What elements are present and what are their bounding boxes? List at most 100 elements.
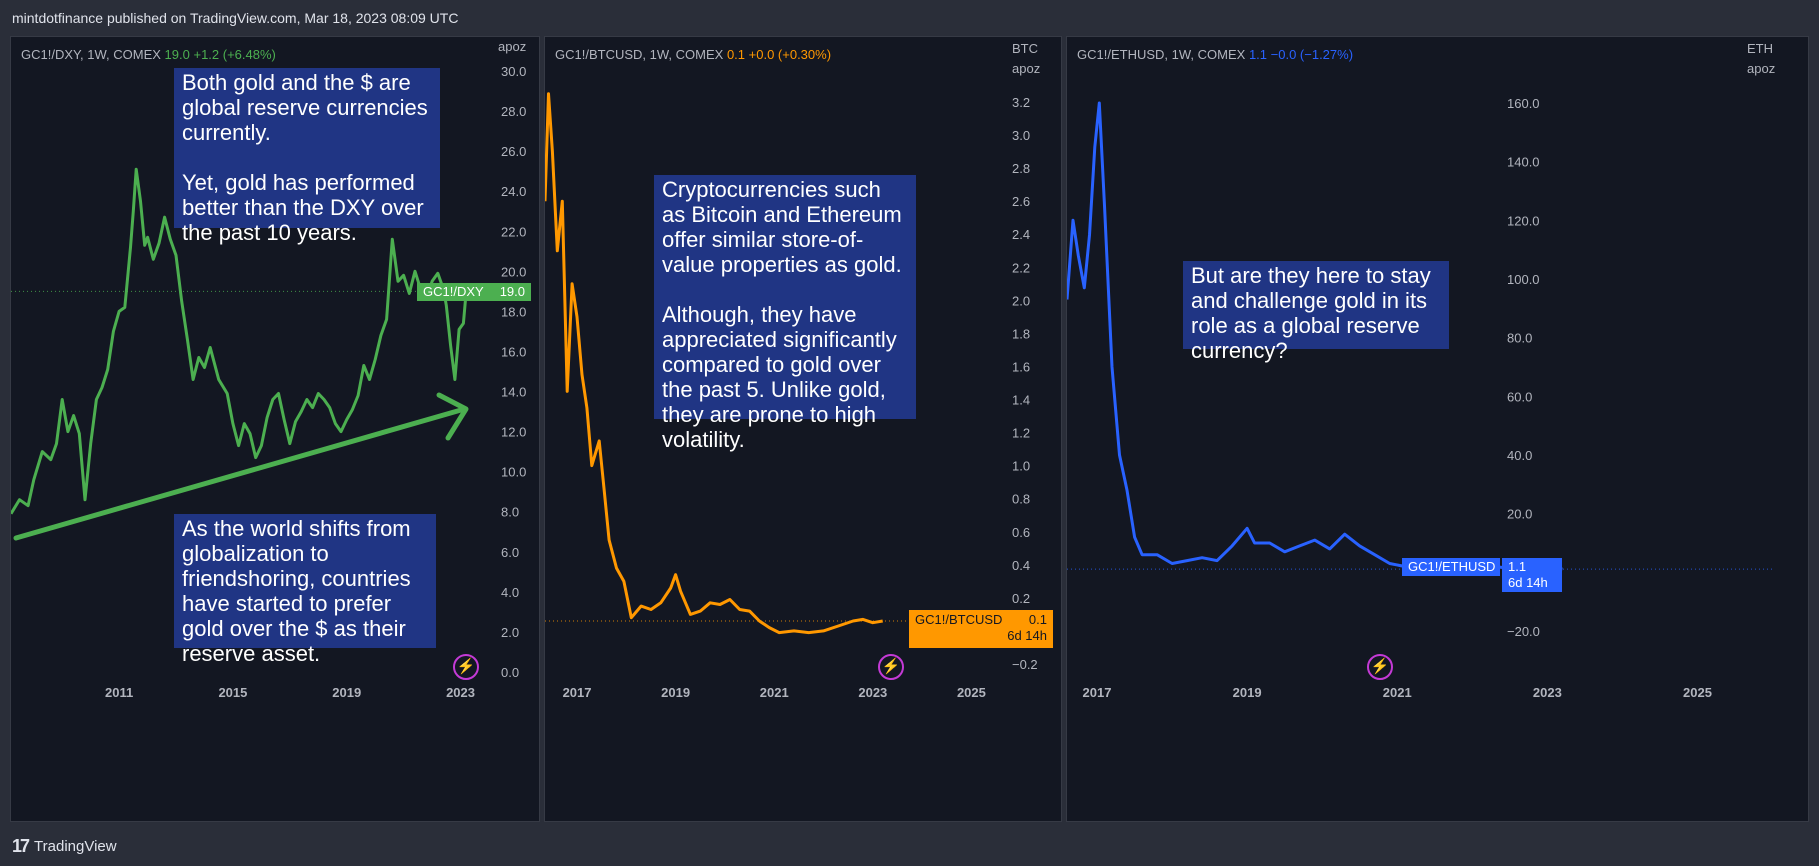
axis-unit-line: apoz — [498, 39, 527, 54]
y-tick-label: 3.0 — [1012, 128, 1030, 143]
legend-change: +0.0 (+0.30%) — [748, 47, 832, 62]
x-tick-label: 2023 — [446, 685, 475, 700]
y-tick-label: −0.2 — [1012, 657, 1038, 672]
y-tick-label: 0.4 — [1012, 558, 1030, 573]
y-tick-label: 22.0 — [501, 224, 526, 239]
tradingview-mark-icon: 17 — [12, 836, 30, 856]
y-tick-label: 16.0 — [501, 344, 526, 359]
y-tick-label: 1.2 — [1012, 426, 1030, 441]
legend-symbol: GC1!/ETHUSD, 1W, COMEX — [1077, 47, 1246, 62]
y-tick-label: −20.0 — [1507, 624, 1540, 639]
trend-arrow-line — [13, 407, 464, 541]
lightning-icon[interactable]: ⚡ — [1367, 654, 1393, 680]
axis-unit-btc: BTC apoz — [1012, 39, 1040, 79]
x-tick-label: 2017 — [1083, 685, 1112, 700]
x-tick-label: 2011 — [105, 685, 133, 700]
y-tick-label: 30.0 — [501, 64, 526, 79]
y-tick-label: 20.0 — [1507, 507, 1532, 522]
y-tick-label: 0.0 — [501, 665, 519, 680]
y-tick-label: 80.0 — [1507, 331, 1532, 346]
legend-symbol: GC1!/DXY, 1W, COMEX — [21, 47, 161, 62]
chart-canvas-eth[interactable]: −20.0 20.0 40.0 60.0 80.0 100.0 120.0 140.0 160.… — [1067, 37, 1809, 822]
trend-arrow-head — [436, 392, 469, 441]
price-tag-symbol: GC1!/BTCUSD — [915, 612, 1003, 627]
y-tick-label: 1.0 — [1012, 459, 1030, 474]
legend-value: 1.1 — [1248, 47, 1268, 62]
y-tick-label: 24.0 — [501, 184, 526, 199]
tradingview-brand-name: TradingView — [34, 838, 117, 855]
chart-canvas-btc[interactable]: −0.2 0.2 0.4 0.6 0.8 1.0 1.2 1.4 1.6 1.8 2.0 2.2 2.4… — [545, 37, 1062, 822]
x-tick-label: 2019 — [332, 685, 361, 700]
series-line — [545, 92, 883, 635]
legend-change: +1.2 (+6.48%) — [193, 47, 276, 62]
published-info: mintdotfinance published on TradingView.… — [12, 10, 459, 26]
annotation-note-4: But are they here to stay and challenge … — [1183, 261, 1449, 363]
legend-eth: GC1!/ETHUSD, 1W, COMEX 1.1 −0.0 (−1.27%) — [1077, 47, 1353, 62]
x-tick-label: 2019 — [1233, 685, 1262, 700]
axis-unit-eth: ETH apoz — [1747, 39, 1775, 79]
y-tick-label: 2.8 — [1012, 161, 1030, 176]
lightning-icon[interactable]: ⚡ — [878, 654, 904, 680]
bottom-bar: 17 TradingView — [0, 824, 1819, 866]
x-tick-label: 2017 — [563, 685, 592, 700]
y-tick-label: 1.4 — [1012, 393, 1030, 408]
y-tick-label: 2.0 — [1012, 293, 1030, 308]
y-tick-label: 160.0 — [1507, 96, 1540, 111]
price-tag-countdown: 6d 14h — [1508, 575, 1548, 590]
x-tick-label: 2019 — [661, 685, 690, 700]
axis-unit-line: apoz — [1747, 61, 1776, 76]
series-line — [11, 167, 468, 515]
price-tag-symbol: GC1!/DXY — [423, 284, 484, 299]
chart-canvas-dxy[interactable]: 0.0 2.0 4.0 6.0 8.0 10.0 12.0 14.0 16.0 18.0 20.0 2… — [11, 37, 540, 822]
price-tag-eth: GC1!/ETHUSD — [1402, 558, 1500, 576]
y-tick-label: 28.0 — [501, 104, 526, 119]
y-tick-label: 20.0 — [501, 264, 526, 279]
y-tick-label: 1.8 — [1012, 326, 1030, 341]
y-tick-label: 26.0 — [501, 144, 526, 159]
top-bar: mintdotfinance published on TradingView.… — [0, 0, 1819, 36]
y-tick-label: 0.2 — [1012, 591, 1030, 606]
price-tag-countdown: 6d 14h — [1007, 628, 1047, 643]
axis-unit-line: BTC — [1012, 41, 1038, 56]
price-tag-eth-value: 1.1 6d 14h — [1502, 558, 1562, 592]
y-tick-label: 3.2 — [1012, 95, 1030, 110]
chart-panel-dxy[interactable]: 0.0 2.0 4.0 6.0 8.0 10.0 12.0 14.0 16.0 18.0 20.0 2… — [10, 36, 540, 822]
x-tick-label: 2023 — [1533, 685, 1562, 700]
axis-unit-dxy: apoz — [498, 39, 526, 54]
legend-btc: GC1!/BTCUSD, 1W, COMEX 0.1 +0.0 (+0.30%) — [555, 47, 831, 62]
y-tick-label: 1.6 — [1012, 359, 1030, 374]
y-tick-label: 100.0 — [1507, 272, 1540, 287]
chart-panel-btc[interactable]: −0.2 0.2 0.4 0.6 0.8 1.0 1.2 1.4 1.6 1.8 2.0 2.2 2.4… — [544, 36, 1062, 822]
tradingview-logo[interactable]: 17 TradingView — [12, 836, 117, 857]
legend-value: 0.1 — [726, 47, 746, 62]
y-tick-label: 0.8 — [1012, 492, 1030, 507]
legend-dxy: GC1!/DXY, 1W, COMEX 19.0 +1.2 (+6.48%) — [21, 47, 276, 62]
legend-change: −0.0 (−1.27%) — [1270, 47, 1354, 62]
price-tag-symbol: GC1!/ETHUSD — [1408, 559, 1496, 574]
x-tick-label: 2015 — [218, 685, 247, 700]
y-tick-label: 0.6 — [1012, 525, 1030, 540]
y-tick-label: 8.0 — [501, 505, 519, 520]
price-tag-btc: GC1!/BTCUSD 0.1 6d 14h — [909, 610, 1053, 648]
y-tick-label: 10.0 — [501, 465, 526, 480]
annotation-note-2: As the world shifts from globalization t… — [174, 514, 436, 666]
x-tick-label: 2025 — [957, 685, 986, 700]
x-tick-label: 2021 — [760, 685, 789, 700]
y-tick-label: 6.0 — [501, 545, 519, 560]
axis-unit-line: ETH — [1747, 41, 1773, 56]
legend-value: 19.0 — [164, 47, 190, 62]
annotation-note-1: Both gold and the $ are global reserve c… — [174, 68, 440, 245]
chart-panel-eth[interactable]: −20.0 20.0 40.0 60.0 80.0 100.0 120.0 140.0 160.… — [1066, 36, 1809, 822]
y-tick-label: 2.2 — [1012, 260, 1030, 275]
y-tick-label: 4.0 — [501, 585, 519, 600]
price-tag-value: 0.1 — [1028, 612, 1047, 627]
price-tag-dxy: GC1!/DXY 19.0 — [417, 283, 531, 301]
y-tick-label: 14.0 — [501, 385, 526, 400]
x-tick-label: 2025 — [1683, 685, 1712, 700]
y-tick-label: 18.0 — [501, 304, 526, 319]
x-tick-label: 2021 — [1383, 685, 1412, 700]
lightning-icon[interactable]: ⚡ — [453, 654, 479, 680]
y-tick-label: 60.0 — [1507, 389, 1532, 404]
legend-symbol: GC1!/BTCUSD, 1W, COMEX — [555, 47, 724, 62]
price-tag-value: 1.1 — [1508, 559, 1527, 574]
